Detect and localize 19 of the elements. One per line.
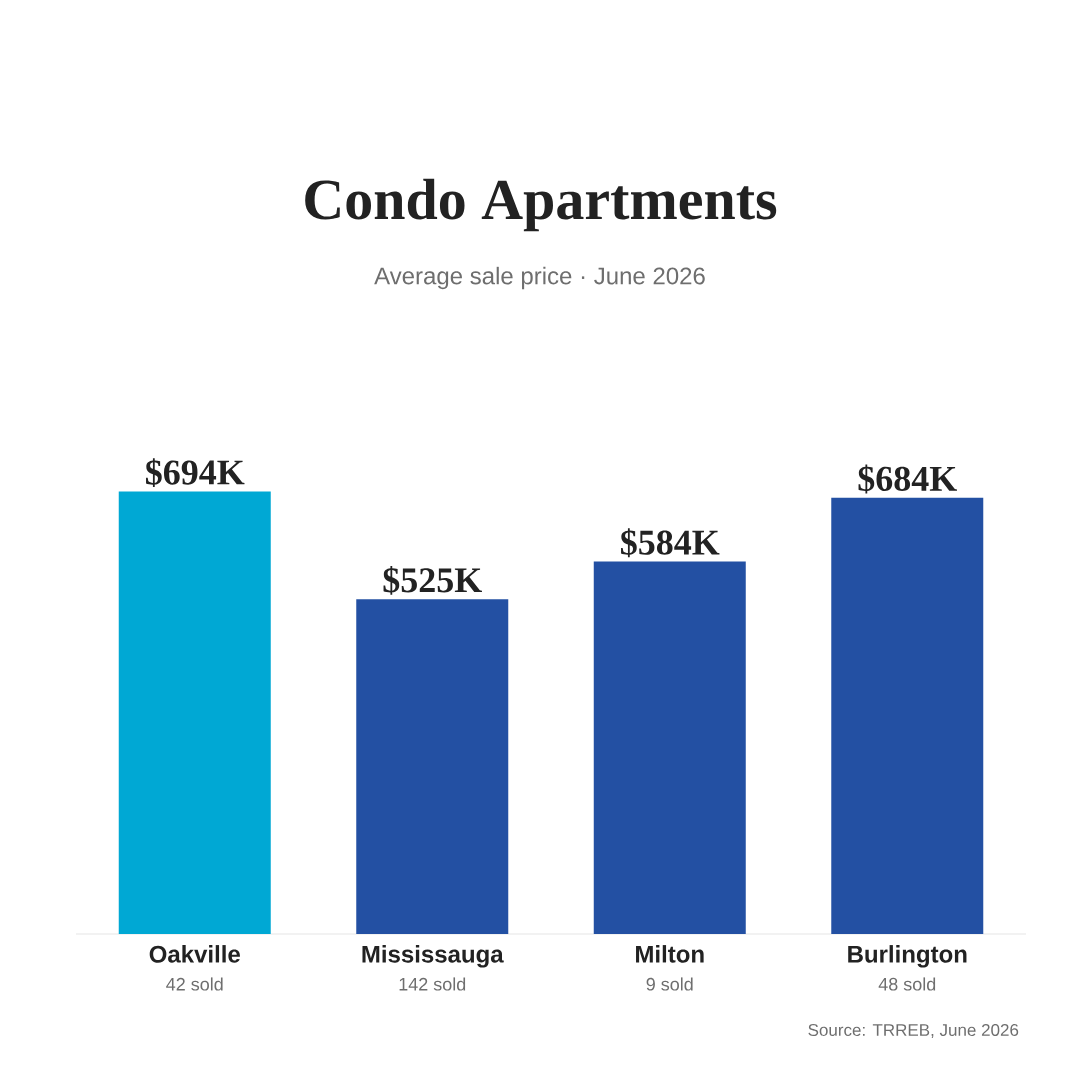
bar (118, 491, 271, 934)
chart-subtitle: Average sale price · June 2026 (374, 266, 705, 290)
data-label: $684K (858, 464, 957, 494)
text: 142 sold (399, 977, 466, 991)
x-tick-label: Oakville (149, 945, 240, 963)
data-label: $584K (621, 528, 720, 558)
x-tick-label: Mississauga (362, 945, 504, 968)
x-tick-label: Milton (636, 945, 704, 963)
bar (831, 497, 984, 934)
bar (356, 599, 509, 934)
x-tick-label: Burlington (848, 945, 967, 968)
data-label: $525K (383, 565, 482, 595)
chart-title: Condo Apartments (305, 178, 777, 232)
source-note: Source: TRREB, June 2026 (808, 1023, 1019, 1039)
text: 9 sold (646, 977, 693, 991)
data-label: $694K (146, 458, 245, 488)
text: 48 sold (878, 977, 936, 991)
bar (593, 561, 746, 934)
text: 42 sold (166, 977, 223, 991)
